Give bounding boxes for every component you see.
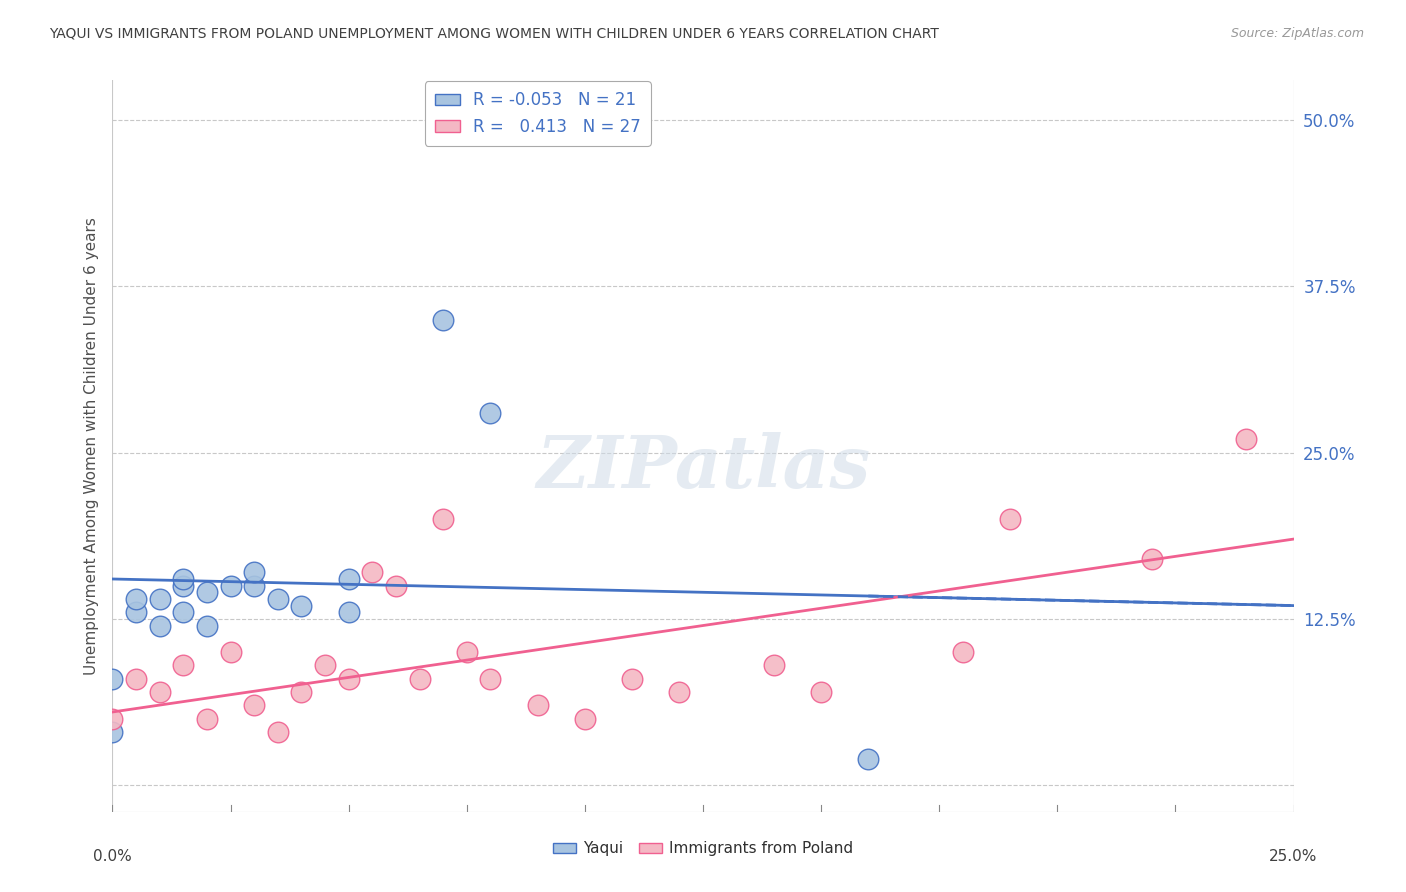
- Point: [290, 685, 312, 699]
- Legend: Yaqui, Immigrants from Poland: Yaqui, Immigrants from Poland: [547, 836, 859, 863]
- Point: [125, 591, 148, 606]
- Text: 25.0%: 25.0%: [1270, 849, 1317, 864]
- Point: [337, 572, 360, 586]
- Point: [172, 579, 194, 593]
- Point: [621, 672, 644, 686]
- Text: YAQUI VS IMMIGRANTS FROM POLAND UNEMPLOYMENT AMONG WOMEN WITH CHILDREN UNDER 6 Y: YAQUI VS IMMIGRANTS FROM POLAND UNEMPLOY…: [49, 27, 939, 41]
- Point: [998, 512, 1021, 526]
- Point: [526, 698, 548, 713]
- Point: [243, 698, 266, 713]
- Point: [952, 645, 974, 659]
- Point: [479, 406, 502, 420]
- Point: [1140, 552, 1163, 566]
- Text: 0.0%: 0.0%: [93, 849, 132, 864]
- Point: [267, 591, 290, 606]
- Point: [149, 685, 172, 699]
- Point: [101, 672, 124, 686]
- Point: [243, 566, 266, 580]
- Y-axis label: Unemployment Among Women with Children Under 6 years: Unemployment Among Women with Children U…: [83, 217, 98, 675]
- Point: [172, 605, 194, 619]
- Point: [149, 618, 172, 632]
- Point: [101, 712, 124, 726]
- Point: [858, 751, 880, 765]
- Point: [361, 566, 384, 580]
- Point: [314, 658, 336, 673]
- Point: [456, 645, 478, 659]
- Point: [125, 672, 148, 686]
- Point: [810, 685, 832, 699]
- Point: [337, 605, 360, 619]
- Point: [172, 572, 194, 586]
- Point: [195, 712, 218, 726]
- Point: [219, 645, 242, 659]
- Point: [243, 579, 266, 593]
- Point: [432, 312, 454, 326]
- Point: [408, 672, 430, 686]
- Point: [290, 599, 312, 613]
- Point: [195, 618, 218, 632]
- Point: [385, 579, 408, 593]
- Point: [101, 725, 124, 739]
- Point: [479, 672, 502, 686]
- Point: [125, 605, 148, 619]
- Text: Source: ZipAtlas.com: Source: ZipAtlas.com: [1230, 27, 1364, 40]
- Point: [668, 685, 690, 699]
- Text: ZIPatlas: ZIPatlas: [536, 433, 870, 503]
- Point: [149, 591, 172, 606]
- Point: [574, 712, 596, 726]
- Point: [219, 579, 242, 593]
- Point: [195, 585, 218, 599]
- Point: [762, 658, 785, 673]
- Point: [267, 725, 290, 739]
- Point: [432, 512, 454, 526]
- Point: [337, 672, 360, 686]
- Point: [172, 658, 194, 673]
- Point: [1234, 433, 1257, 447]
